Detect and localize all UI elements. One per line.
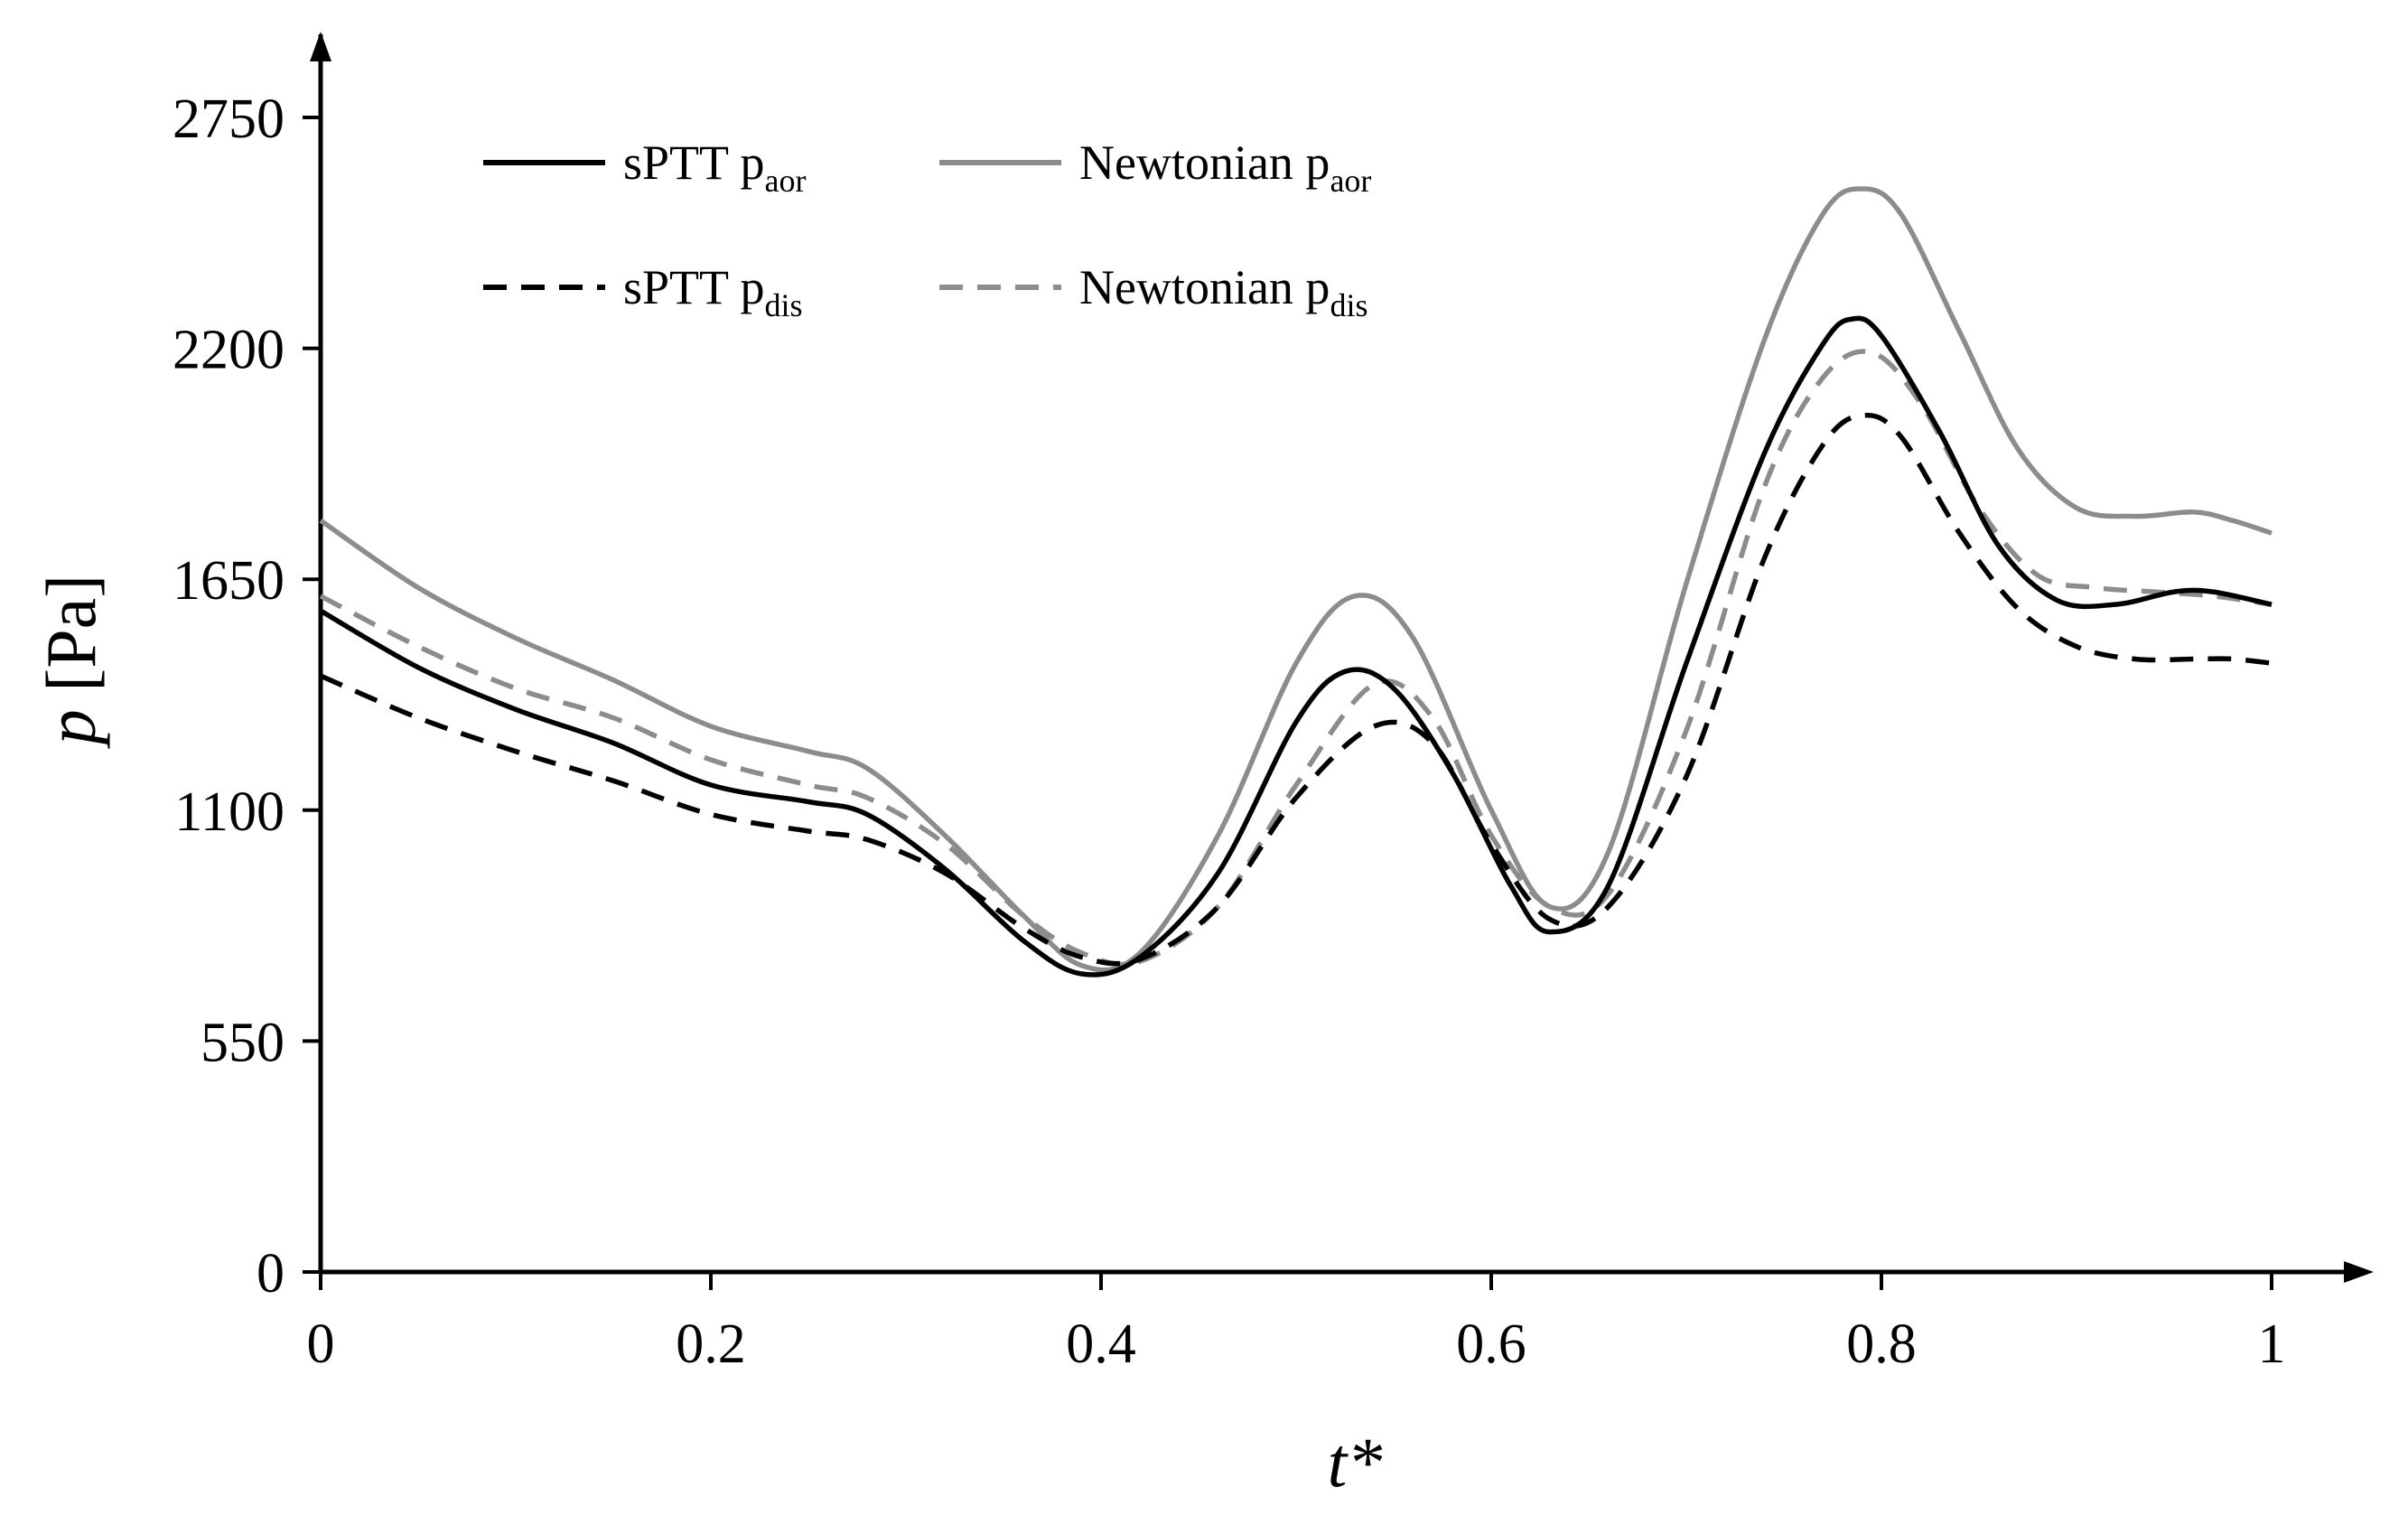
x-tick-label: 0 — [307, 1314, 335, 1375]
x-tick-label: 1 — [2258, 1314, 2286, 1375]
legend-label: Newtonian paor — [1079, 136, 1371, 199]
y-axis-arrow — [310, 32, 331, 61]
y-axis-title-symbol: p — [32, 709, 110, 749]
x-tick-label: 0.8 — [1846, 1314, 1917, 1375]
series-line-newtonian-p-aor — [319, 186, 2273, 973]
x-ticks: 0 0.2 0.4 0.6 0.8 1 — [307, 1272, 2286, 1375]
y-tick-label: 2750 — [173, 89, 285, 150]
x-tick-label: 0.6 — [1456, 1314, 1526, 1375]
y-tick-label: 1100 — [174, 781, 285, 843]
legend-label: Newtonian pdis — [1079, 260, 1367, 323]
x-tick-label: 0.2 — [676, 1314, 746, 1375]
y-tick-label: 2200 — [173, 320, 285, 381]
axes — [310, 32, 2374, 1283]
svg-text:p [Pa]: p [Pa] — [32, 575, 110, 749]
y-axis-title-unit: [Pa] — [32, 575, 110, 692]
legend-label: sPTT paor — [623, 136, 807, 199]
series-line-sptt-p-dis — [319, 412, 2273, 967]
y-tick-label: 550 — [201, 1012, 285, 1073]
series-line-newtonian-p-dis — [319, 349, 2273, 968]
y-axis-title: p [Pa] — [32, 575, 110, 749]
x-axis-arrow — [2344, 1261, 2374, 1283]
x-tick-label: 0.4 — [1066, 1314, 1136, 1375]
y-tick-label: 1650 — [173, 550, 285, 612]
x-axis-title: t* — [1328, 1423, 1383, 1501]
legend: sPTT paor Newtonian paor sPTT pdis Newtonia… — [483, 136, 1371, 323]
legend-label: sPTT pdis — [623, 260, 803, 323]
series-lines — [319, 186, 2273, 977]
y-tick-label: 0 — [257, 1243, 285, 1305]
series-line-sptt-p-aor — [319, 315, 2273, 977]
y-ticks: 0 550 1100 1650 2200 2750 — [173, 89, 321, 1305]
